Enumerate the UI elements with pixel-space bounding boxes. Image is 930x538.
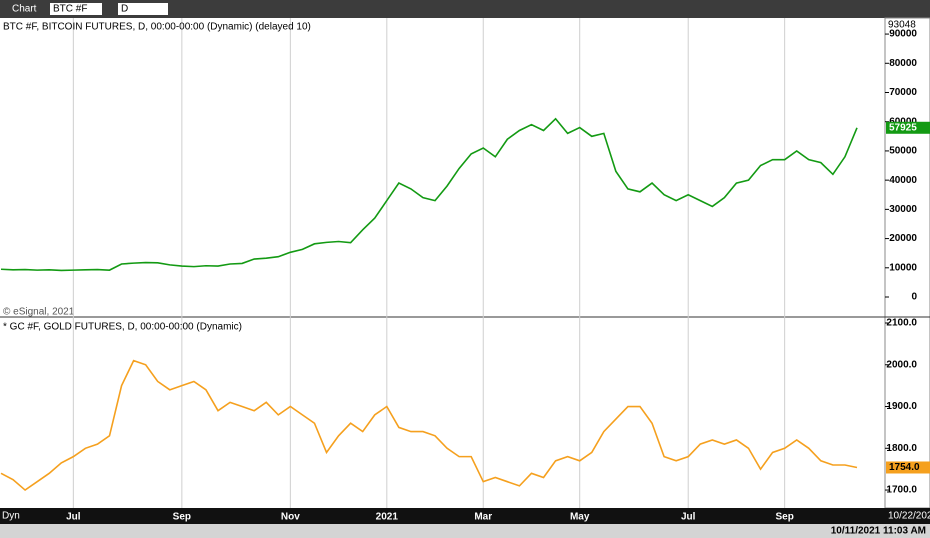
last-value-badge [886, 461, 930, 474]
y-tick-label: 40000 [889, 175, 917, 186]
axis-date: 10/22/2021 [888, 511, 930, 522]
interval-box[interactable] [118, 3, 168, 15]
last-value-label: 1754.0 [889, 462, 920, 473]
symbol[interactable]: BTC #F [53, 4, 87, 15]
interval[interactable]: D [121, 4, 128, 15]
y-tick-label: 1800.0 [886, 443, 917, 454]
y-tick-label: 10000 [889, 262, 917, 273]
y-tick-label: 30000 [889, 204, 917, 215]
y-tick-label: 2000.0 [886, 359, 917, 370]
x-tick-label: 2021 [376, 512, 399, 523]
x-tick-label: Jul [66, 512, 81, 523]
y-tick-label: 70000 [889, 87, 917, 98]
time-axis [0, 508, 930, 524]
y-tick-label: 90000 [889, 29, 917, 40]
price-line [0, 117, 858, 272]
panel-title: BTC #F, BITCOIN FUTURES, D, 00:00-00:00 … [3, 22, 311, 33]
copyright: © eSignal, 2021 [3, 307, 75, 318]
y-tick-label: 1900.0 [886, 401, 917, 412]
status-bar [0, 524, 930, 538]
panel-title: * GC #F, GOLD FUTURES, D, 00:00-00:00 (D… [3, 322, 242, 333]
y-tick-label: 50000 [889, 146, 917, 157]
y-tick-label: 80000 [889, 58, 917, 69]
y-tick-label: 0 [911, 292, 917, 303]
mode-label: Dyn [2, 511, 20, 522]
x-tick-label: Nov [281, 512, 300, 523]
symbol-box[interactable] [50, 3, 102, 15]
y-tick-label: 20000 [889, 233, 917, 244]
y-tick-label: 1700.0 [886, 485, 917, 496]
x-tick-label: Mar [474, 512, 492, 523]
window-title: Chart [12, 4, 37, 15]
x-tick-label: Sep [775, 512, 793, 523]
x-tick-label: May [570, 512, 590, 523]
price-line [0, 359, 858, 492]
y-tick-label: 2100.0 [886, 318, 917, 329]
axis-header: 93048 [888, 20, 916, 31]
x-tick-label: Jul [681, 512, 696, 523]
last-value-badge [886, 121, 930, 134]
x-tick-label: Sep [173, 512, 191, 523]
last-value-label: 57925 [889, 122, 917, 133]
timestamp: 10/11/2021 11:03 AM [831, 526, 926, 537]
price-axis [884, 17, 930, 509]
toolbar [0, 0, 930, 18]
